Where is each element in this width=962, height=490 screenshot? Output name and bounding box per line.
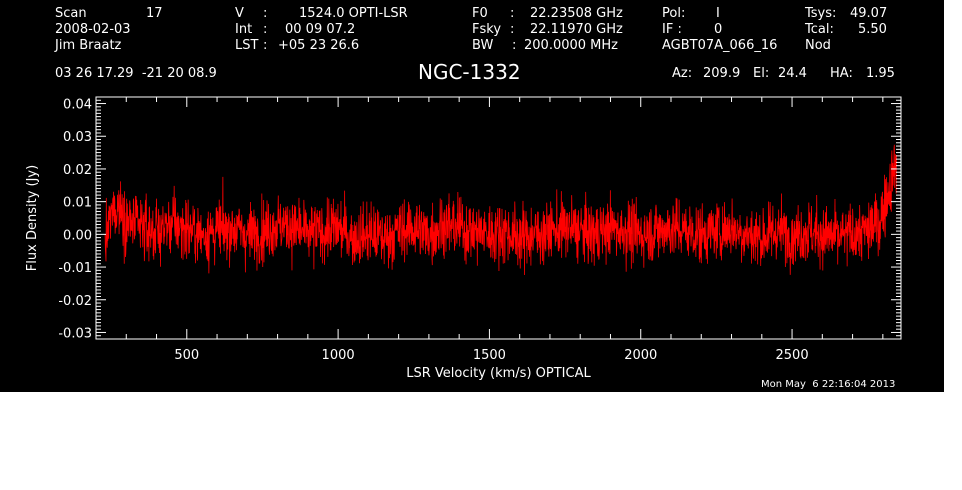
plot-panel: 500 1000 1500 2000 2500 -0.03 -0.02 -0.01 0.00 0.… [0,0,944,392]
y-tick-label: 0.02 [63,163,92,178]
fsky-label: Fsky [472,22,502,37]
ha-value: 1.95 [866,66,895,81]
int-value: 00 09 07.2 [285,22,356,37]
pol-label: Pol: [662,6,686,21]
v-value: 1524.0 OPTI-LSR [299,6,408,21]
tsys-label: Tsys: [805,6,837,21]
az-value: 209.9 [703,66,741,81]
tsys-value: 49.07 [850,6,888,21]
y-tick-label: -0.01 [58,261,92,276]
x-axis-label: LSR Velocity (km/s) OPTICAL [406,366,591,381]
lst-value: +05 23 26.6 [278,38,360,53]
y-tick-label: 0.04 [63,98,92,113]
bw-value: 200.0000 MHz [524,38,618,53]
x-tick-label: 500 [174,348,199,363]
bw-label: BW [472,38,494,53]
timestamp: Mon May 6 22:16:04 2013 [761,379,896,390]
lst-label: LST [235,38,259,53]
if-value: 0 [714,22,723,37]
source-coordinates: 03 26 17.29 -21 20 08.9 [55,66,217,81]
x-tick-label: 1500 [473,348,506,363]
el-label: El: [753,66,770,81]
el-value: 24.4 [778,66,807,81]
ha-label: HA: [830,66,853,81]
az-label: Az: [672,66,693,81]
y-axis-label: Flux Density (Jy) [25,165,40,271]
f0-label: F0 [472,6,488,21]
mode-text: Nod [805,38,831,53]
f0-value: 22.23508 GHz [530,6,623,21]
y-tick-label: 0.00 [63,228,92,243]
x-tick-label: 2000 [624,348,657,363]
observer-name: Jim Braatz [55,38,122,53]
tcal-value: 5.50 [858,22,887,37]
source-name: NGC-1332 [418,60,521,84]
scan-label: Scan [55,6,87,21]
int-label: Int [235,22,253,37]
x-tick-label: 1000 [322,348,355,363]
x-tick-label: 2500 [776,348,809,363]
project-id: AGBT07A_066_16 [662,38,778,53]
spectrum-chart: 500 1000 1500 2000 2500 -0.03 -0.02 -0.01 0.00 0.… [25,96,902,381]
y-tick-label: -0.03 [58,326,92,341]
y-tick-label: -0.02 [58,294,92,309]
fsky-value: 22.11970 GHz [530,22,623,37]
if-label: IF : [662,22,682,37]
y-tick-label: 0.01 [63,196,92,211]
v-label: V [235,6,244,21]
tcal-label: Tcal: [805,22,834,37]
date-text: 2008-02-03 [55,22,131,37]
y-tick-label: 0.03 [63,130,92,145]
scan-value: 17 [146,6,163,21]
pol-value: I [716,6,720,21]
spectrum-trace [104,144,897,275]
